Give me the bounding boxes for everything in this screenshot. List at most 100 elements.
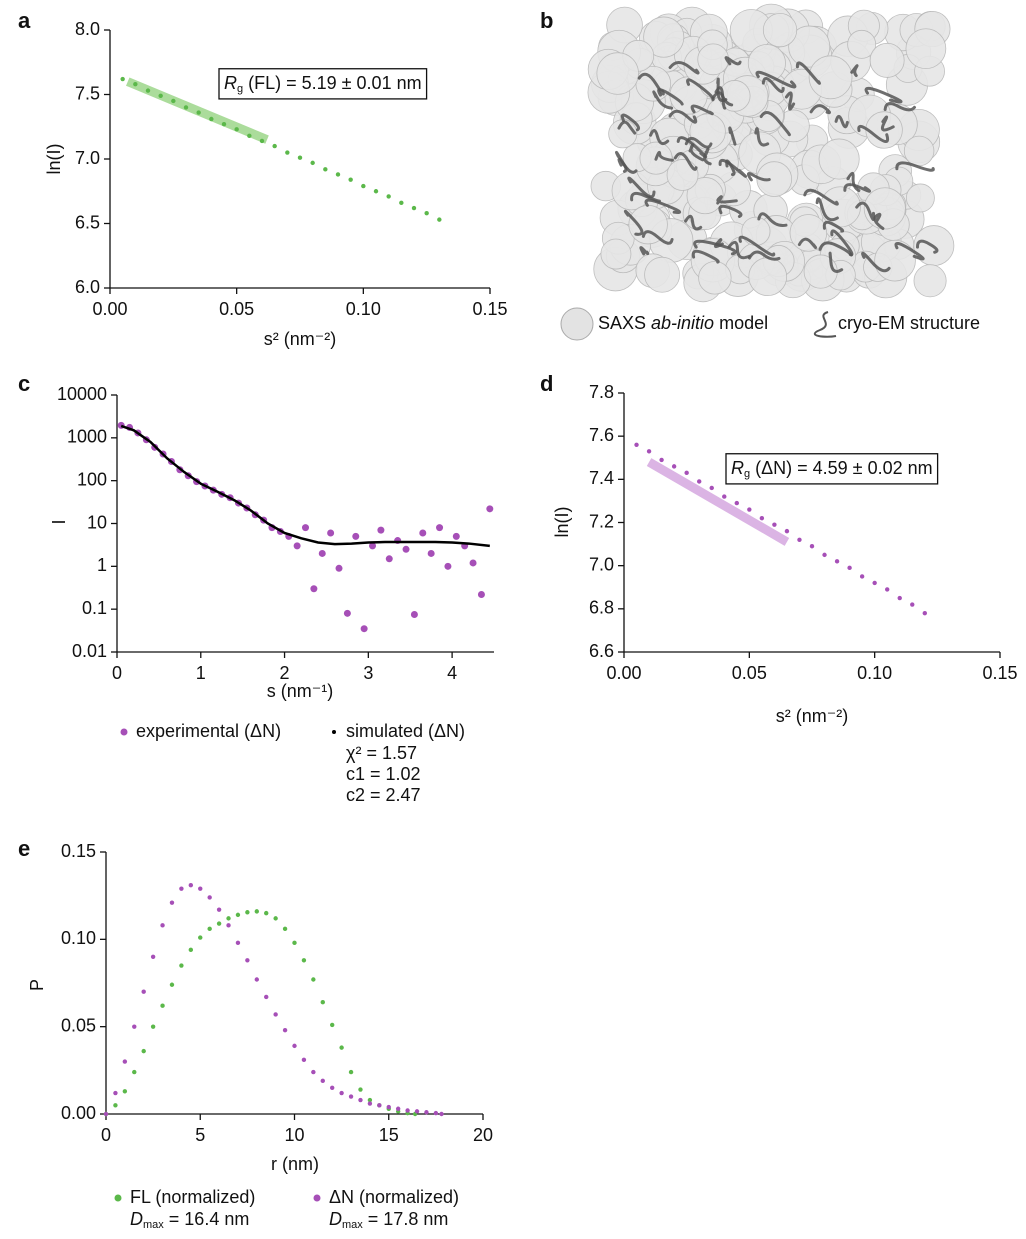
data-point: [367, 1101, 373, 1106]
data-point: [335, 172, 341, 177]
cryo-em-ribbon: [797, 237, 818, 250]
data-point: [797, 537, 802, 542]
cryo-em-ribbon: [759, 111, 791, 137]
data-point: [348, 1094, 354, 1099]
y-tick-label: 0.01: [72, 641, 107, 661]
saxs-bead: [863, 187, 906, 230]
legend-label: experimental (ΔN): [136, 721, 281, 741]
cryo-em-ribbon: [834, 114, 849, 129]
cryo-em-ribbon: [727, 240, 751, 260]
data-point: [234, 127, 239, 132]
data-point: [424, 210, 429, 216]
data-point: [216, 907, 222, 912]
cryo-em-ribbon: [818, 241, 853, 257]
legend-marker: [114, 1194, 122, 1202]
data-point: [141, 1048, 146, 1054]
saxs-bead: [903, 135, 935, 167]
x-tick-label: 5: [195, 1125, 205, 1145]
annotation-box: [725, 453, 939, 485]
data-point: [292, 1043, 297, 1049]
data-point: [264, 910, 269, 916]
y-tick-label: 7.0: [589, 554, 614, 574]
data-point: [834, 559, 840, 564]
data-point: [885, 587, 890, 592]
text-part: = 17.8 nm: [363, 1209, 449, 1229]
saxs-bead: [905, 183, 935, 213]
x-tick-label: 0.10: [346, 299, 381, 319]
legend-part: model: [714, 313, 768, 333]
data-point: [235, 912, 241, 918]
data-point: [444, 562, 452, 570]
saxs-bead: [666, 159, 699, 191]
data-point: [411, 205, 417, 211]
saxs-bead: [686, 177, 724, 215]
y-tick-label: 7.2: [589, 511, 614, 531]
cryo-em-ribbon: [639, 246, 650, 256]
data-point: [133, 81, 138, 87]
cryo-em-ribbon: [617, 120, 637, 135]
x-axis-label: s² (nm⁻²): [264, 329, 336, 349]
data-point: [339, 1045, 344, 1050]
legend-note: c2 = 2.47: [346, 785, 421, 805]
cryo-em-ribbon: [718, 158, 748, 178]
data-point: [469, 559, 477, 567]
data-point: [369, 542, 377, 550]
data-point: [160, 923, 165, 928]
data-point: [254, 909, 259, 914]
annotation: Rg (ΔN) = 4.59 ± 0.02 nm: [731, 458, 933, 480]
cryo-em-ribbon: [637, 72, 665, 96]
cryo-em-ribbon: [857, 124, 890, 143]
saxs-bead: [741, 216, 771, 246]
cryo-em-ribbon: [654, 150, 674, 162]
cryo-em-ribbon: [757, 212, 788, 227]
saxs-bead: [698, 261, 732, 295]
y-tick-label: 7.6: [589, 425, 614, 445]
data-point: [414, 1109, 420, 1114]
data-point: [264, 994, 269, 1000]
cryo-em-ribbon: [703, 147, 712, 166]
legend-label: FL (normalized): [130, 1187, 255, 1207]
data-point: [272, 143, 277, 149]
text-part: R: [731, 458, 744, 478]
legend-note: Dmax = 16.4 nm: [130, 1209, 249, 1231]
data-point: [358, 1087, 363, 1092]
data-point: [427, 549, 435, 557]
data-point: [439, 1111, 444, 1117]
data-point: [171, 98, 176, 104]
data-point: [293, 542, 301, 550]
cryo-em-ribbon: [864, 86, 903, 104]
data-point: [910, 602, 915, 607]
cryo-em-ribbon: [754, 127, 770, 147]
data-point: [335, 564, 343, 572]
fit-band: [126, 77, 269, 144]
cryo-em-ribbon: [644, 198, 682, 214]
x-axis-label: s (nm⁻¹): [267, 681, 334, 701]
data-point: [183, 105, 189, 110]
data-point: [254, 977, 259, 982]
data-point: [273, 1012, 278, 1017]
data-point: [226, 923, 231, 928]
legend-marker: [332, 730, 336, 734]
x-tick-label: 0.00: [92, 299, 127, 319]
data-point: [221, 121, 227, 127]
data-point: [188, 882, 194, 888]
y-tick-label: 6.5: [75, 212, 100, 232]
legend-note: c1 = 1.02: [346, 764, 421, 784]
data-point: [226, 916, 231, 921]
panel-label: b: [540, 8, 553, 33]
data-point: [684, 470, 689, 476]
data-point: [235, 940, 241, 946]
saxs-bead: [697, 43, 730, 76]
x-axis-label: s² (nm⁻²): [776, 706, 848, 726]
cryo-em-ribbon: [883, 102, 916, 112]
data-point: [367, 1097, 373, 1103]
data-point: [343, 609, 351, 617]
saxs-bead: [762, 12, 798, 48]
saxs-bead: [808, 55, 853, 100]
data-point: [150, 1024, 156, 1029]
cryo-em-ribbon: [828, 251, 844, 273]
cryo-em-ribbon: [627, 176, 656, 199]
data-point: [327, 529, 335, 537]
data-point: [311, 977, 316, 982]
x-tick-label: 0.00: [606, 663, 641, 683]
